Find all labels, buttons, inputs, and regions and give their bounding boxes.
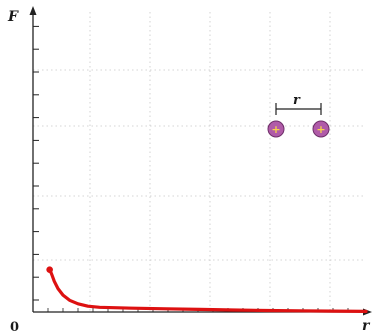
axis-ticks xyxy=(33,25,349,312)
grid-lines xyxy=(33,12,366,312)
series-start-point-0 xyxy=(46,266,53,273)
series-line-0 xyxy=(48,268,368,313)
origin-label: 0 xyxy=(10,320,19,333)
charge-inset: r + + xyxy=(267,93,330,138)
x-axis-label: r xyxy=(362,318,371,333)
positive-charge-right xyxy=(312,120,330,138)
charge-sign-left: + xyxy=(271,123,280,136)
y-axis-label: F xyxy=(7,9,19,25)
distance-label: r xyxy=(293,93,301,108)
y-axis-arrow xyxy=(29,6,37,15)
series-layer xyxy=(46,266,368,313)
positive-charge-left xyxy=(267,120,285,138)
charge-sign-right: + xyxy=(316,123,325,136)
